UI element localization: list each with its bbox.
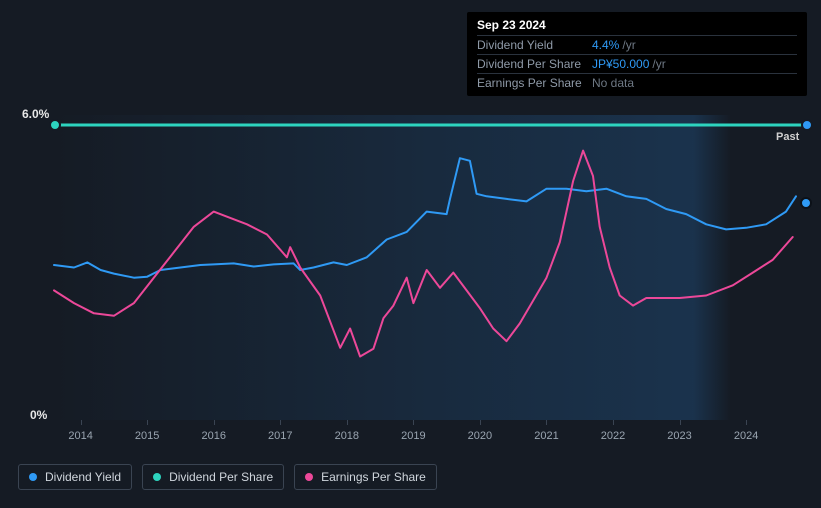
y-axis-max-label: 6.0% [22,107,49,121]
x-tick [413,420,414,425]
x-tick [746,420,747,425]
tooltip-row: Dividend Yield4.4% /yr [477,35,797,54]
legend-label: Dividend Yield [45,470,121,484]
x-tick [480,420,481,425]
x-tick-label: 2023 [667,430,691,442]
series-earnings-per-share [54,151,793,357]
tooltip-row-label: Earnings Per Share [477,76,592,90]
x-tick [680,420,681,425]
x-tick [546,420,547,425]
tooltip-date: Sep 23 2024 [477,18,797,32]
tooltip-row-unit: /yr [652,57,665,71]
x-tick [81,420,82,425]
legend-dot [29,473,37,481]
x-tick [613,420,614,425]
tooltip-row: Dividend Per ShareJP¥50.000 /yr [477,54,797,73]
legend-dot [153,473,161,481]
tooltip-row-label: Dividend Yield [477,38,592,52]
x-tick [280,420,281,425]
tooltip-row-label: Dividend Per Share [477,57,592,71]
x-tick-label: 2024 [734,430,758,442]
tooltip-row-value: JP¥50.000 [592,57,649,71]
x-tick-label: 2017 [268,430,292,442]
x-tick-label: 2018 [335,430,359,442]
x-tick [347,420,348,425]
tooltip-row-unit: /yr [622,38,635,52]
legend-item-dividend-yield[interactable]: Dividend Yield [18,464,132,490]
legend: Dividend Yield Dividend Per Share Earnings… [18,464,437,490]
x-tick [147,420,148,425]
tooltip-row: Earnings Per ShareNo data [477,73,797,92]
x-tick-label: 2015 [135,430,159,442]
x-axis: 2014 2015 2016 2017 2018 2019 2020 2021 2022 2023… [54,430,806,450]
x-tick-label: 2022 [601,430,625,442]
tooltip-row-value: 4.4% [592,38,619,52]
x-tick [214,420,215,425]
x-tick-label: 2016 [201,430,225,442]
legend-item-dividend-per-share[interactable]: Dividend Per Share [142,464,284,490]
x-tick-label: 2014 [68,430,92,442]
hover-tooltip: Sep 23 2024 Dividend Yield4.4% /yrDivide… [467,12,807,96]
legend-label: Dividend Per Share [169,470,273,484]
dividend-chart: 6.0% 0% Past 201420152016201720182019202… [0,0,821,508]
legend-label: Earnings Per Share [321,470,426,484]
y-axis-min-label: 0% [30,408,47,422]
x-tick-label: 2019 [401,430,425,442]
legend-item-earnings-per-share[interactable]: Earnings Per Share [294,464,437,490]
series-dividend-yield [54,158,796,278]
legend-dot [305,473,313,481]
chart-lines [54,115,806,420]
x-tick-label: 2021 [534,430,558,442]
tooltip-row-value: No data [592,76,634,90]
x-tick-label: 2020 [468,430,492,442]
